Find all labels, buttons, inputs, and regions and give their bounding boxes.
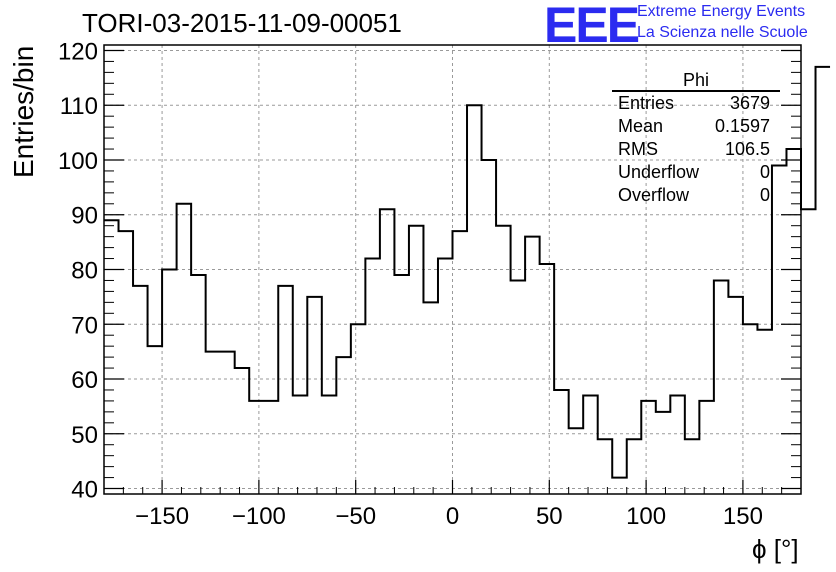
x-tick-label: −100 [232,503,286,530]
stats-key: Entries [618,93,675,113]
tick-labels: −150 −100 −50 0 50 100 150 40 50 60 70 80 90 100 110 12… [58,38,763,530]
y-tick-label: 100 [58,148,98,175]
stats-key: RMS [618,139,658,159]
chart-title: TORI-03-2015-11-09-00051 [82,8,402,38]
y-tick-label: 110 [60,93,98,120]
stats-row-rms: RMS 106.5 [612,138,780,161]
y-tick-label: 90 [71,203,98,230]
stats-row-overflow: Overflow 0 [612,184,780,207]
y-tick-label: 60 [71,367,98,394]
x-tick-label: −150 [135,503,189,530]
stats-box: Phi Entries 3679 Mean 0.1597 RMS 106.5 U… [612,70,780,207]
x-tick-label: 100 [626,503,666,530]
stats-value: 3679 [729,93,770,113]
stats-key: Overflow [618,185,690,205]
stats-row-underflow: Underflow 0 [612,161,780,184]
stats-value: 0 [759,162,770,182]
stats-title: Phi [612,70,780,92]
y-axis-label: Entries/bin [8,45,39,178]
axis-ticks [103,49,802,494]
x-axis-label: ϕ [°] [752,534,799,564]
stats-key: Underflow [618,162,700,182]
x-tick-label: 0 [446,503,459,530]
stats-row-mean: Mean 0.1597 [612,115,780,138]
y-tick-label: 40 [71,477,98,504]
stats-row-entries: Entries 3679 [612,92,780,115]
y-tick-label: 70 [71,312,98,339]
y-tick-label: 80 [71,258,98,285]
histogram-series [104,65,831,479]
logo-line-2: La Scienza nelle Scuole [637,24,808,41]
y-tick-label: 120 [58,38,98,65]
stats-value: 0 [759,185,770,205]
x-tick-label: −50 [335,503,376,530]
stats-value: 106.5 [724,139,770,159]
histogram-outline [104,65,831,479]
x-tick-label: 150 [723,503,763,530]
logo-line-1: Extreme Energy Events [637,3,806,20]
stats-value: 0.1597 [714,116,770,136]
x-tick-label: 50 [536,503,563,530]
stats-key: Mean [618,116,664,136]
y-tick-label: 50 [71,422,98,449]
grid [104,45,801,494]
eee-logo: EEE [544,0,640,53]
